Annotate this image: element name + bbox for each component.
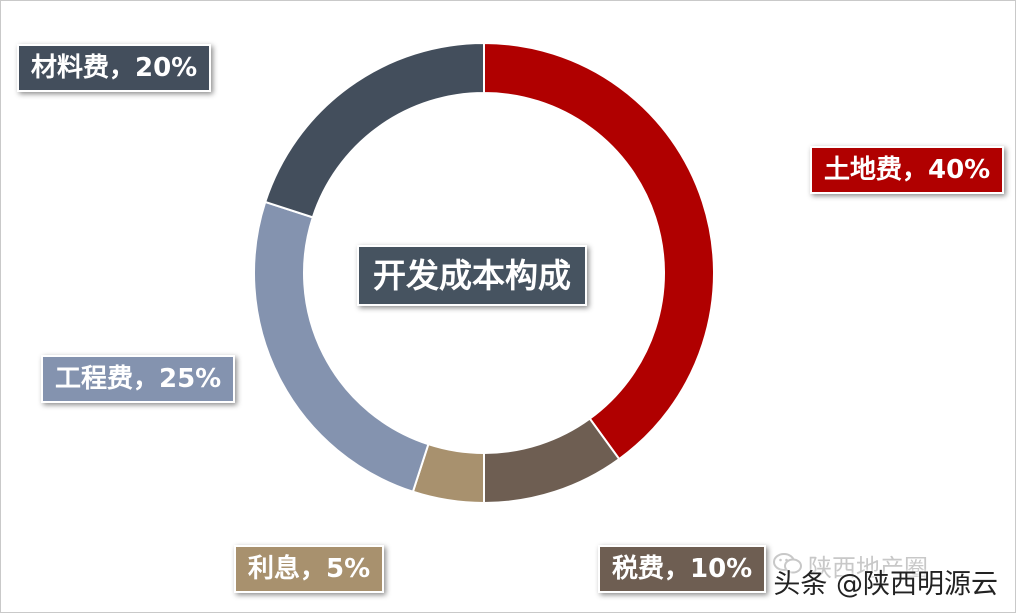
slice-label-interest: 利息，5% bbox=[234, 545, 385, 593]
wechat-icon bbox=[773, 553, 802, 574]
donut-slice-land bbox=[483, 41, 715, 461]
watermark-faint-text: 陕西地产圈 bbox=[808, 554, 928, 582]
slice-label-land: 土地费，40% bbox=[810, 146, 1005, 194]
slice-label-engineering: 工程费，25% bbox=[41, 355, 236, 403]
donut-slice-tax bbox=[483, 417, 621, 505]
slice-label-materials: 材料费，20% bbox=[17, 44, 212, 92]
donut-slice-materials bbox=[263, 41, 485, 219]
chart-title: 开发成本构成 bbox=[357, 245, 587, 306]
slice-label-tax: 税费，10% bbox=[598, 545, 767, 593]
watermark-text: 头条 @陕西明源云 bbox=[773, 569, 998, 600]
